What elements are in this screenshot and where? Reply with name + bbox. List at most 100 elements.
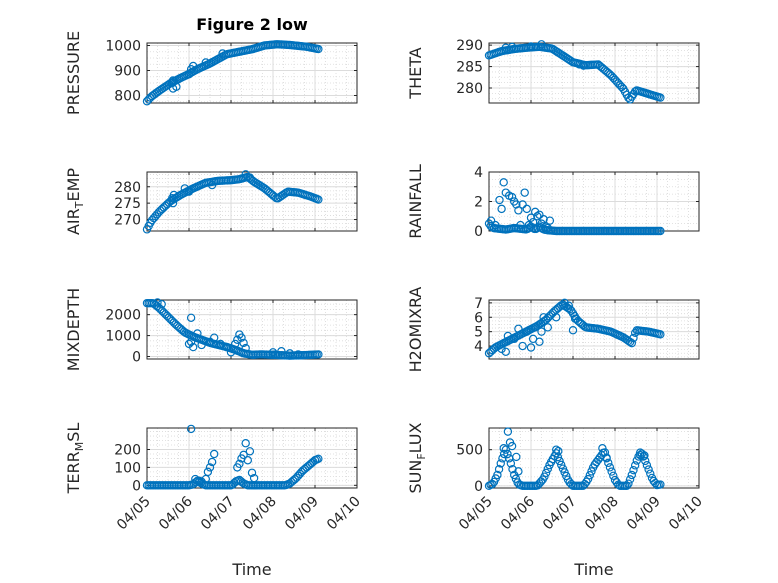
data-point — [184, 70, 194, 79]
data-point — [624, 479, 633, 488]
data-point — [656, 480, 665, 489]
data-point — [516, 220, 525, 230]
data-point — [555, 456, 564, 466]
data-point — [570, 314, 580, 323]
y-axis-label: AIRTEMP — [64, 168, 86, 235]
data-point — [510, 334, 519, 344]
data-point — [629, 465, 638, 475]
y-tick-label: 290 — [456, 38, 483, 54]
data-point — [222, 342, 231, 352]
data-point — [537, 219, 546, 228]
subplot-terrmsl: 0 100 200 04/05 04/06 04/07 04/08 04/09 04/10 TER… — [64, 423, 364, 534]
x-tick-label: 04/09 — [624, 494, 664, 534]
data-point — [640, 451, 649, 460]
data-point — [604, 458, 613, 468]
x-tick-label: 04/06 — [498, 493, 538, 533]
data-point — [656, 93, 665, 102]
data-point — [605, 463, 615, 472]
data-point — [552, 313, 561, 322]
data-point — [575, 60, 584, 69]
y-tick-label: 1000 — [105, 329, 141, 345]
data-point — [235, 459, 244, 469]
data-point — [630, 461, 640, 470]
data-point — [531, 323, 540, 332]
y-axis-label: RAINFALL — [406, 164, 425, 239]
data-point — [627, 470, 637, 480]
data-point — [245, 447, 255, 456]
data-point — [499, 449, 509, 459]
data-point — [552, 449, 561, 458]
data-point — [169, 190, 179, 200]
data-point — [493, 470, 502, 480]
x-tick-label: 04/10 — [666, 494, 706, 534]
data-point — [641, 456, 650, 466]
y-tick-label: 270 — [114, 213, 141, 229]
data-point — [501, 43, 510, 52]
data-point — [268, 348, 278, 357]
data-point — [514, 467, 523, 476]
data-point — [241, 439, 250, 448]
data-point — [226, 348, 236, 357]
data-point — [243, 456, 252, 465]
data-point — [239, 338, 248, 348]
data-point — [642, 461, 652, 470]
data-point — [497, 204, 506, 214]
data-point — [568, 326, 578, 335]
data-point — [554, 446, 563, 456]
data-point — [205, 463, 215, 472]
data-point — [537, 40, 546, 49]
data-point — [518, 341, 527, 351]
data-point — [294, 350, 303, 359]
data-point — [499, 178, 508, 187]
y-tick-label: 280 — [114, 180, 141, 196]
y-tick-label: 5 — [474, 325, 483, 341]
data-point — [197, 340, 206, 350]
data-point — [524, 220, 534, 230]
subplot-sunflux: 0 500 04/05 04/06 04/07 04/08 04/09 04/10 SUNFLU… — [406, 422, 706, 533]
data-point — [186, 313, 196, 322]
data-point — [522, 327, 532, 336]
data-point — [277, 347, 286, 356]
y-tick-label: 800 — [114, 89, 141, 105]
data-point — [184, 187, 194, 196]
data-point — [209, 449, 219, 459]
data-point — [528, 217, 538, 227]
data-point — [531, 207, 540, 217]
subplot-mixdepth: 0 1000 2000 MIXDEPTH — [64, 288, 358, 371]
data-point — [625, 475, 635, 484]
data-point — [157, 299, 166, 309]
plot-area — [489, 300, 699, 359]
data-point — [629, 333, 638, 343]
data-point — [512, 200, 521, 209]
data-point — [506, 459, 516, 468]
data-point — [636, 448, 645, 457]
x-tick-label: 04/05 — [114, 494, 154, 534]
data-point — [656, 226, 665, 236]
data-point — [203, 467, 213, 477]
data-point — [600, 448, 610, 457]
data-point — [201, 58, 210, 67]
data-point — [314, 454, 323, 464]
data-point — [314, 44, 323, 54]
y-tick-label: 0 — [474, 224, 483, 240]
data-point — [486, 216, 496, 225]
data-point — [168, 76, 178, 85]
data-point — [218, 49, 227, 58]
data-point — [543, 464, 553, 474]
data-point — [598, 444, 607, 453]
data-point — [188, 61, 198, 71]
data-point — [247, 468, 257, 477]
y-tick-label: 0 — [132, 478, 141, 494]
data-point — [583, 474, 593, 484]
y-tick-label: 280 — [456, 81, 483, 97]
data-point — [193, 329, 202, 338]
data-point — [314, 350, 323, 359]
data-point — [587, 467, 596, 476]
x-tick-label: 04/07 — [540, 494, 580, 534]
y-tick-label: 1000 — [105, 39, 141, 55]
data-point — [602, 454, 611, 463]
data-point — [507, 42, 517, 52]
data-point — [508, 465, 517, 474]
